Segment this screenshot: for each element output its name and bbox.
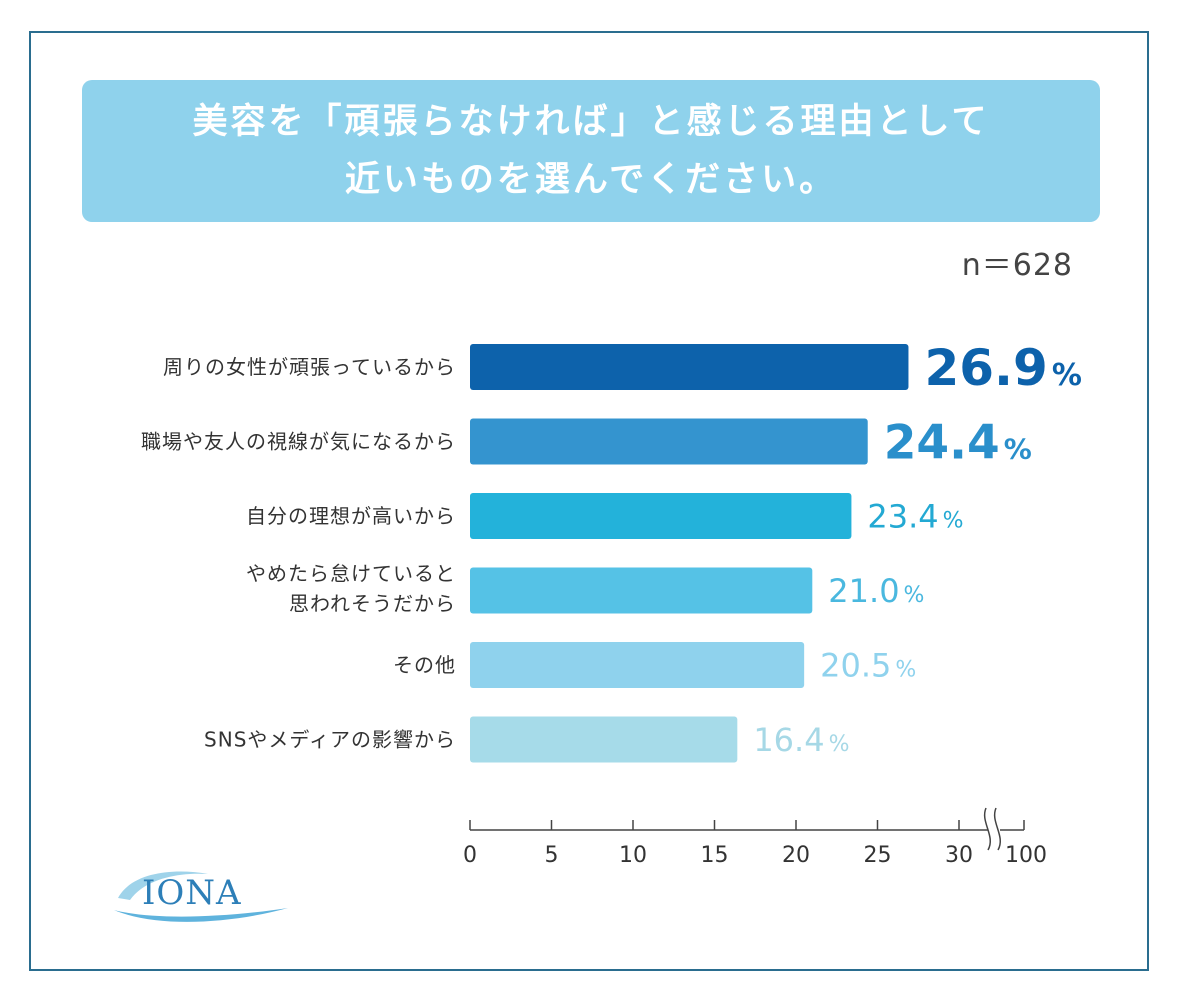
category-label-1-0: 職場や友人の視線が気になるから (141, 430, 456, 454)
x-tick-label-5: 5 (545, 843, 559, 868)
value-label-2: 23.4% (867, 498, 963, 536)
bar-1 (470, 418, 868, 465)
value-label-5: 16.4% (753, 721, 849, 759)
value-unit-5: % (829, 732, 850, 757)
value-label-1: 24.4% (884, 415, 1032, 470)
value-unit-0: % (1052, 358, 1082, 393)
logo-text: IONA (142, 873, 242, 913)
bar-2 (470, 493, 852, 539)
bar-5 (470, 716, 738, 763)
category-label-4-0: その他 (393, 653, 456, 677)
logo-swoosh-bottom (114, 908, 288, 922)
title-line-2: 近いものを選んでください。 (344, 160, 838, 200)
category-label-0-0: 周りの女性が頑張っているから (163, 355, 456, 379)
title-line-1: 美容を「頑張らなければ」と感じる理由として (192, 102, 990, 142)
x-tick-label-20: 20 (782, 843, 810, 868)
value-unit-2: % (943, 509, 964, 534)
value-label-3: 21.0% (828, 572, 924, 610)
x-tick-label-30: 30 (945, 843, 973, 868)
axis-break-mark-right (993, 807, 1001, 851)
x-tick-label-25: 25 (864, 843, 892, 868)
sample-size: n＝628 (961, 248, 1073, 283)
question-title-box: 美容を「頑張らなければ」と感じる理由として 近いものを選んでください。 (82, 80, 1100, 222)
bar-0 (470, 344, 909, 390)
x-tick-label-10: 10 (619, 843, 647, 868)
x-tick-label-15: 15 (701, 843, 729, 868)
iona-logo: IONA (114, 871, 288, 922)
value-unit-1: % (1004, 432, 1032, 465)
axis-break-mark-left (983, 807, 991, 851)
category-label-3-0: やめたら怠けていると (246, 562, 456, 586)
value-label-0: 26.9% (924, 339, 1081, 397)
category-label-3-1: 思われそうだから (289, 592, 456, 616)
bar-4 (470, 642, 805, 688)
logo-swoosh-top (118, 871, 208, 900)
x-tick-label-0: 0 (463, 843, 477, 868)
value-unit-3: % (904, 583, 925, 608)
value-label-4: 20.5% (820, 647, 916, 685)
category-label-2-0: 自分の理想が高いから (246, 504, 456, 528)
category-label-5-0: SNSやメディアの影響から (204, 728, 456, 752)
x-tick-label-100: 100 (1005, 843, 1047, 868)
value-unit-4: % (895, 658, 916, 683)
bar-3 (470, 567, 813, 614)
